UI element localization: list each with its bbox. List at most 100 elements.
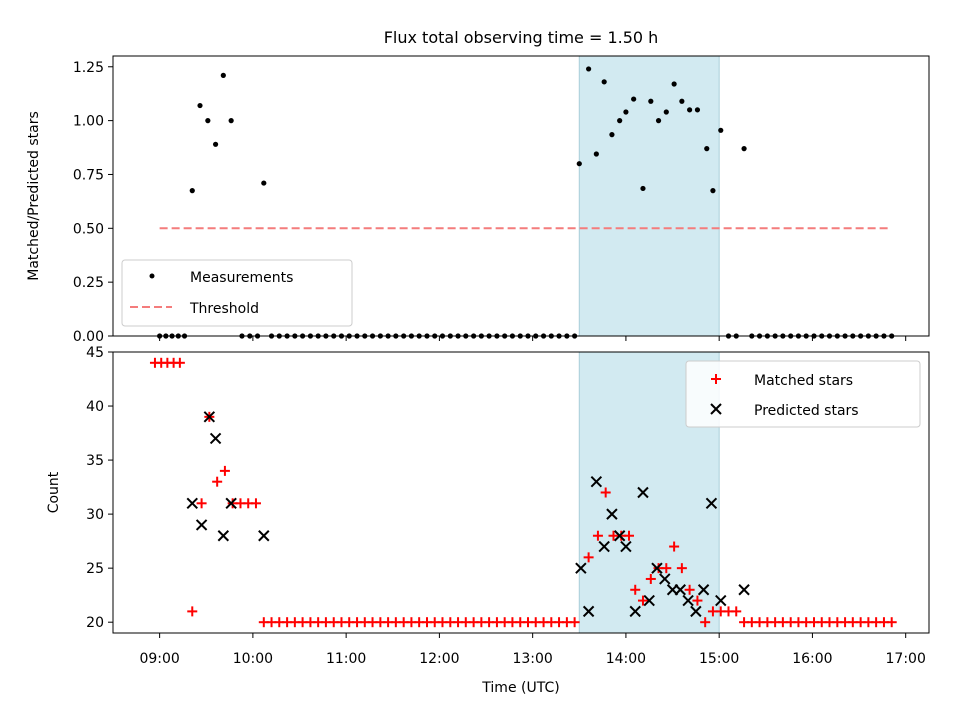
bottom-ytick-label: 40 — [86, 399, 104, 415]
top-panel: 0.00 0.25 0.50 0.75 1.00 1.25 Flux total obse… — [26, 28, 930, 345]
legend-matched-label: Matched stars — [754, 373, 853, 389]
legend-matched-marker — [711, 374, 721, 384]
matched-star-point — [196, 498, 207, 509]
matched-star-point — [684, 584, 695, 595]
legend-predicted-label: Predicted stars — [754, 403, 859, 419]
predicted-star-point — [697, 584, 710, 596]
predicted-star-point — [575, 562, 587, 574]
measurement-point — [609, 132, 615, 138]
bottom-ytick-label: 45 — [86, 345, 104, 361]
predicted-star-point — [715, 594, 727, 607]
matched-star-point — [219, 465, 230, 476]
xtick-label: 10:00 — [233, 651, 273, 667]
predicted-star-point — [643, 594, 655, 607]
matched-star-point — [669, 541, 680, 552]
predicted-star-point-b — [186, 497, 198, 510]
predicted-star-point — [705, 497, 718, 510]
predicted-star-point-b — [606, 508, 618, 520]
predicted-star-point-b — [209, 432, 222, 445]
measurement-point — [631, 96, 637, 102]
predicted-star-point-b — [195, 519, 208, 531]
predicted-star-point-b — [715, 594, 727, 607]
predicted-star-point — [186, 497, 198, 510]
xtick-label: 16:00 — [792, 651, 832, 667]
measurement-point — [593, 151, 599, 157]
predicted-star-point — [195, 519, 208, 531]
predicted-star-point-b — [575, 562, 587, 574]
bottom-ytick-label: 30 — [86, 507, 104, 523]
matched-star-point — [700, 617, 711, 628]
predicted-star-point-b — [682, 594, 694, 607]
xtick-label: 09:00 — [139, 651, 179, 667]
legend-predicted-marker — [710, 403, 722, 415]
xtick-label: 17:00 — [886, 651, 926, 667]
matched-stars-points — [149, 357, 897, 628]
measurement-point — [261, 180, 267, 186]
legend-measurements-marker — [149, 273, 155, 279]
matched-star-point — [886, 617, 897, 628]
measurement-point — [694, 107, 701, 113]
legend-matched-plus — [711, 374, 721, 384]
matched-star-point — [661, 563, 672, 574]
predicted-star-point — [674, 584, 686, 596]
matched-star-point — [623, 530, 634, 541]
legend-predicted-cross — [710, 403, 722, 415]
predicted-star-point — [598, 540, 610, 553]
matched-star-point — [583, 552, 594, 563]
measurement-point — [679, 98, 685, 104]
predicted-star-point — [629, 605, 641, 618]
bottom-panel: 20 25 30 35 40 45 09:00 10:00 11:00 12:00 13:00 14… — [46, 345, 930, 696]
predicted-star-point — [682, 594, 694, 607]
measurement-point — [617, 118, 623, 124]
top-observing-window-span — [578, 55, 720, 337]
bottom-ytick-label: 25 — [86, 561, 104, 577]
matched-star-point — [692, 595, 703, 606]
predicted-star-point — [258, 530, 270, 542]
matched-star-point — [637, 595, 648, 606]
predicted-star-point — [209, 432, 222, 445]
measurement-point — [640, 185, 646, 192]
top-plot-frame — [112, 55, 930, 337]
predicted-star-point — [606, 508, 618, 520]
top-y-axis-label: Matched/Predicted stars — [26, 111, 42, 281]
matched-star-point — [630, 584, 641, 595]
predicted-star-point-b — [674, 584, 686, 596]
measurement-point — [710, 188, 716, 194]
x-axis-label: Time (UTC) — [481, 680, 559, 696]
xtick-label: 12:00 — [419, 651, 459, 667]
predicted-star-point-b — [217, 530, 230, 542]
predicted-star-point-b — [590, 475, 603, 488]
matched-star-point — [569, 617, 580, 628]
top-ytick-label: 0.00 — [73, 329, 104, 345]
matched-star-point — [187, 606, 198, 617]
top-ytick-label: 0.75 — [73, 167, 104, 183]
predicted-star-point-b — [629, 605, 641, 618]
predicted-star-point — [217, 530, 230, 542]
chart-title: Flux total observing time = 1.50 h — [384, 28, 659, 47]
predicted-star-point-b — [620, 540, 632, 553]
predicted-star-point-b — [258, 530, 270, 542]
legend-predicted-cross-b — [710, 403, 722, 415]
predicted-star-point-b — [637, 486, 649, 499]
predicted-star-point-b — [705, 497, 718, 510]
matched-star-point — [212, 476, 223, 487]
predicted-star-point-b — [598, 540, 610, 553]
bottom-y-ticks: 20 25 30 35 40 45 — [86, 345, 113, 631]
predicted-star-point — [225, 497, 237, 510]
matched-star-point — [676, 563, 687, 574]
top-ytick-label: 0.50 — [73, 221, 104, 237]
predicted-star-point-b — [659, 573, 671, 585]
predicted-star-point-b — [582, 605, 595, 618]
top-legend: Measurements Threshold — [121, 259, 353, 327]
xtick-label: 11:00 — [326, 651, 366, 667]
measurement-point — [704, 146, 710, 152]
predicted-star-point — [613, 530, 626, 542]
measurement-point — [576, 161, 582, 167]
predicted-star-point-b — [203, 411, 216, 423]
predicted-star-point-b — [225, 497, 237, 510]
predicted-star-point — [651, 562, 663, 574]
measurement-point — [220, 72, 226, 78]
matched-star-point — [600, 487, 611, 498]
predicted-star-point-b — [613, 530, 626, 542]
